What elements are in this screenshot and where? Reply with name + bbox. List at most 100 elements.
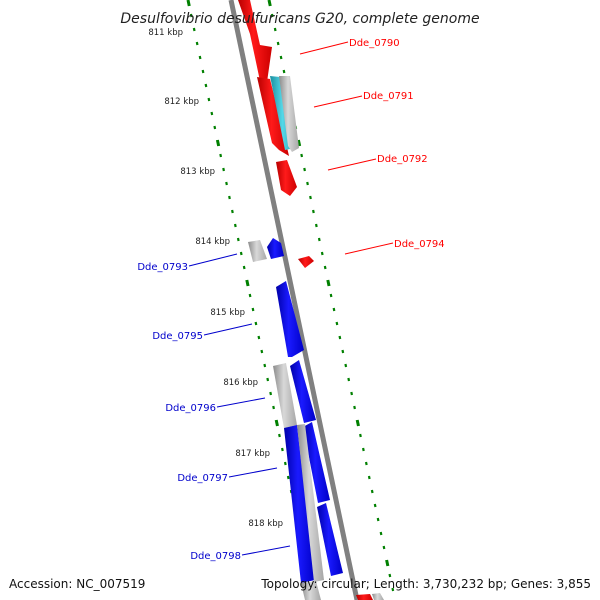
gene-feature-forward[interactable] <box>238 0 272 82</box>
tick-mark <box>242 265 246 270</box>
gene-feature-reverse[interactable] <box>273 363 297 428</box>
tick-mark <box>260 349 264 354</box>
tick-mark <box>281 447 284 452</box>
tick-mark <box>282 69 286 74</box>
gene-label-dde-0797[interactable]: Dde_0797 <box>177 473 228 484</box>
gene-features <box>238 0 384 600</box>
tick-mark <box>228 195 231 200</box>
kbp-label: 816 kbp <box>223 378 258 388</box>
gene-feature-reverse[interactable] <box>267 238 284 259</box>
tick-mark <box>198 55 202 60</box>
kbp-label: 811 kbp <box>148 28 183 38</box>
gene-label-dde-0792[interactable]: Dde_0792 <box>377 154 428 165</box>
tick-mark <box>326 279 331 287</box>
gene-feature-reverse[interactable] <box>297 424 324 582</box>
tick-mark <box>266 377 270 382</box>
tick-mark <box>201 69 205 74</box>
tick-mark <box>215 139 221 147</box>
tick-mark <box>300 153 304 158</box>
gene-label-dde-0796[interactable]: Dde_0796 <box>165 403 216 414</box>
tick-mark <box>269 391 273 396</box>
tick-mark <box>239 251 243 256</box>
kbp-label: 814 kbp <box>195 237 230 247</box>
tick-mark <box>306 181 309 186</box>
kbp-label: 818 kbp <box>248 519 283 529</box>
tick-mark <box>320 251 324 256</box>
gene-feature-reverse[interactable] <box>317 503 343 576</box>
kbp-label: 813 kbp <box>180 167 215 177</box>
tick-mark <box>279 55 283 60</box>
tick-mark <box>341 349 345 354</box>
tick-mark <box>248 293 252 298</box>
gene-feature-forward[interactable] <box>279 76 299 152</box>
tick-mark <box>186 0 191 7</box>
tick-mark <box>350 391 354 396</box>
tick-mark <box>257 335 261 340</box>
tick-mark <box>329 293 333 298</box>
tick-mark <box>344 363 348 368</box>
tick-mark <box>364 461 368 466</box>
tick-mark <box>270 13 274 18</box>
gene-feature-forward[interactable] <box>257 77 289 156</box>
tick-mark <box>296 139 302 147</box>
tick-mark <box>254 321 258 326</box>
tick-mark <box>213 125 217 130</box>
tick-mark <box>274 419 279 427</box>
gene-feature-reverse[interactable] <box>248 240 267 262</box>
kbp-label: 815 kbp <box>210 308 245 318</box>
tick-mark <box>335 321 339 326</box>
accession-text: Accession: NC_007519 <box>9 577 146 591</box>
tick-mark <box>355 419 360 427</box>
tick-mark <box>189 13 193 18</box>
tick-mark <box>245 279 250 287</box>
gene-label-dde-0798[interactable]: Dde_0798 <box>190 551 241 562</box>
tick-mark <box>373 503 377 508</box>
gene-feature-reverse[interactable] <box>284 425 315 583</box>
tick-mark <box>233 223 237 228</box>
topology-text: Topology: circular; Length: 3,730,232 bp… <box>261 577 591 591</box>
tick-mark <box>225 181 228 186</box>
gene-feature-reverse[interactable] <box>290 360 316 423</box>
map-title: Desulfovibrio desulfuricans G20, complet… <box>120 11 479 27</box>
reverse-gene-labels: Dde_0793 Dde_0795 Dde_0796 Dde_0797 Dde_… <box>137 253 291 562</box>
tick-mark <box>195 41 199 46</box>
tick-mark <box>210 111 214 116</box>
gene-feature-forward[interactable] <box>276 160 297 196</box>
tick-mark <box>278 433 281 438</box>
gene-feature-forward[interactable] <box>356 594 373 600</box>
gene-label-dde-0794[interactable]: Dde_0794 <box>394 239 445 250</box>
tick-mark <box>376 517 380 522</box>
tick-mark <box>303 167 306 172</box>
tick-mark <box>353 405 356 410</box>
gene-feature-reverse[interactable] <box>276 281 304 357</box>
tick-mark <box>273 27 277 32</box>
tick-mark <box>332 307 336 312</box>
tick-mark <box>222 167 225 172</box>
gene-label-dde-0790[interactable]: Dde_0790 <box>349 38 400 49</box>
tick-mark <box>314 223 318 228</box>
tick-mark <box>231 209 234 214</box>
tick-mark <box>382 545 386 550</box>
tick-mark <box>276 41 280 46</box>
gene-label-dde-0795[interactable]: Dde_0795 <box>152 331 203 342</box>
gene-feature-reverse[interactable] <box>303 422 330 503</box>
tick-mark <box>312 209 315 214</box>
tick-mark <box>236 237 240 242</box>
gene-feature-reverse[interactable] <box>301 581 321 600</box>
tick-mark <box>367 475 371 480</box>
gene-label-dde-0791[interactable]: Dde_0791 <box>363 91 414 102</box>
gene-feature-forward[interactable] <box>298 256 314 268</box>
gene-label-dde-0793[interactable]: Dde_0793 <box>137 262 188 273</box>
tick-mark <box>309 195 312 200</box>
tick-mark <box>192 27 196 32</box>
tick-mark <box>323 265 327 270</box>
tick-mark <box>263 363 267 368</box>
tick-mark <box>347 377 351 382</box>
gene-feature-forward[interactable] <box>372 593 384 600</box>
tick-mark <box>219 153 223 158</box>
tick-mark <box>286 475 290 480</box>
tick-mark <box>370 489 374 494</box>
tick-mark <box>207 97 211 102</box>
tick-mark <box>283 461 287 466</box>
